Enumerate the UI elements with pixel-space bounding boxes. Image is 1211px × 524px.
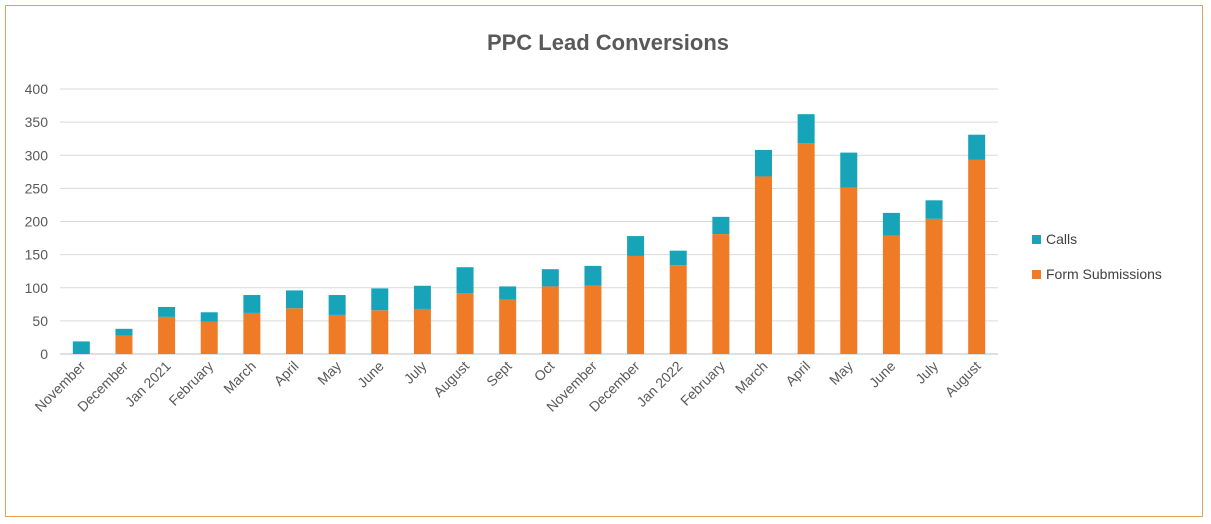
x-tick-label: Oct: [531, 358, 558, 385]
chart-title: PPC Lead Conversions: [486, 30, 730, 55]
x-tick-label: July: [401, 358, 430, 387]
bar-form-submissions: [413, 308, 431, 354]
bar-calls: [627, 236, 645, 256]
bar-form-submissions: [925, 218, 943, 354]
chart-frame: [5, 5, 1203, 517]
x-tick-label: April: [270, 358, 301, 389]
legend-label-calls: Calls: [1046, 231, 1077, 247]
bar-form-submissions: [499, 299, 517, 354]
x-tick-label: June: [354, 358, 387, 391]
x-tick-label: May: [826, 358, 856, 388]
bar-calls: [669, 250, 687, 266]
legend-swatch-calls: [1032, 235, 1041, 244]
y-tick-label: 300: [25, 147, 49, 163]
y-axis: 0 50 100 150 200 250 300 350 400: [25, 81, 49, 362]
legend-swatch-form-submissions: [1032, 270, 1041, 279]
gridlines: [60, 88, 998, 355]
bar-calls: [584, 265, 602, 286]
bar-form-submissions: [286, 308, 303, 354]
x-tick-label: July: [912, 358, 941, 387]
bar-calls: [755, 149, 772, 177]
bar-form-submissions: [584, 285, 602, 354]
bar-form-submissions: [755, 176, 772, 354]
bar-form-submissions: [328, 314, 346, 354]
y-tick-label: 350: [25, 114, 49, 130]
x-tick-label: Sept: [483, 358, 515, 390]
bar-form-submissions: [712, 234, 730, 354]
x-tick-label: March: [220, 358, 259, 397]
y-tick-label: 50: [32, 313, 48, 329]
bar-calls: [115, 328, 133, 336]
bar-calls: [200, 312, 218, 322]
bar-form-submissions: [243, 312, 261, 354]
bars: [72, 114, 986, 354]
bar-calls: [541, 269, 559, 287]
bar-form-submissions: [797, 143, 815, 354]
bar-calls: [72, 341, 90, 354]
bar-form-submissions: [968, 159, 986, 354]
bar-calls: [712, 216, 730, 235]
y-tick-label: 100: [25, 280, 49, 296]
bar-calls: [328, 295, 346, 315]
y-tick-label: 150: [25, 247, 49, 263]
x-tick-label: April: [782, 358, 813, 389]
legend: Calls Form Submissions: [1032, 231, 1162, 282]
bar-calls: [286, 290, 303, 309]
bar-form-submissions: [882, 235, 900, 354]
x-tick-label: May: [314, 358, 344, 388]
bar-calls: [371, 288, 389, 311]
bar-calls: [925, 200, 943, 219]
bar-calls: [243, 295, 261, 313]
x-tick-label: June: [866, 358, 899, 391]
y-tick-label: 0: [40, 346, 48, 362]
bar-form-submissions: [541, 286, 559, 354]
bar-calls: [840, 152, 858, 188]
bar-calls: [968, 134, 986, 160]
bar-calls: [499, 286, 517, 300]
bar-calls: [456, 267, 474, 294]
y-tick-label: 200: [25, 214, 49, 230]
x-tick-label: Jan 2021: [122, 358, 174, 410]
x-tick-label: August: [430, 358, 472, 400]
bar-form-submissions: [840, 187, 858, 354]
bar-calls: [158, 306, 176, 317]
y-tick-label: 250: [25, 180, 49, 196]
bar-form-submissions: [158, 316, 176, 354]
bar-form-submissions: [627, 255, 645, 354]
bar-form-submissions: [115, 335, 133, 354]
bar-form-submissions: [669, 265, 687, 354]
legend-label-form-submissions: Form Submissions: [1046, 266, 1162, 282]
bar-calls: [882, 212, 900, 236]
x-tick-label: February: [165, 358, 216, 409]
x-tick-label: March: [732, 358, 771, 397]
x-tick-label: Jan 2022: [633, 358, 685, 410]
y-tick-label: 400: [25, 81, 49, 97]
bar-form-submissions: [371, 310, 389, 354]
bar-form-submissions: [200, 321, 218, 354]
bar-calls: [797, 114, 815, 144]
bar-calls: [413, 285, 431, 309]
bar-form-submissions: [456, 293, 474, 354]
x-tick-label: February: [677, 358, 728, 409]
x-tick-label: August: [942, 358, 984, 400]
